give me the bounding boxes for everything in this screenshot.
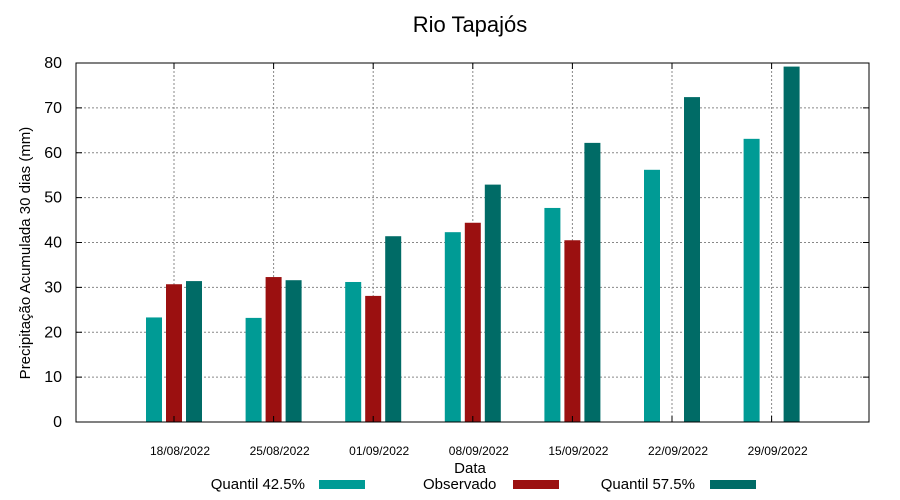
legend-label: Quantil 42.5% [211,476,305,493]
bar-quantil-57-5--08-09-2022 [484,184,501,422]
x-axis-label: Data [454,460,486,477]
bar-quantil-57-5--01-09-2022 [385,236,402,422]
legend-label: Observado [423,476,496,493]
bar-observado-08-09-2022 [464,222,481,422]
bar-quantil-42-5--25-08-2022 [245,317,262,422]
x-tick-label: 25/08/2022 [250,444,310,458]
x-tick-label: 18/08/2022 [150,444,210,458]
y-tick-label: 0 [53,414,62,431]
x-tick-label: 22/09/2022 [648,444,708,458]
bar-quantil-57-5--29-09-2022 [783,66,800,422]
bar-quantil-42-5--22-09-2022 [644,169,660,422]
y-tick-label: 30 [44,279,62,296]
y-tick-label: 10 [44,369,62,386]
x-tick-label: 01/09/2022 [349,444,409,458]
bar-quantil-42-5--01-09-2022 [345,281,362,422]
bar-quantil-57-5--15-09-2022 [584,142,601,422]
bar-quantil-57-5--22-09-2022 [684,97,700,422]
legend: Quantil 42.5% Observado Quantil 57.5% [211,476,756,493]
chart-title: Rio Tapajós [413,12,528,37]
bar-observado-18-08-2022 [166,284,182,422]
y-tick-label: 80 [44,55,62,72]
y-tick-label: 70 [44,100,62,117]
bar-quantil-42-5--08-09-2022 [444,232,461,422]
bars [146,66,800,422]
legend-swatch [319,480,365,489]
bar-quantil-42-5--18-08-2022 [146,317,162,422]
y-tick-label: 40 [44,235,62,252]
legend-swatch [710,480,756,489]
y-tick-label: 50 [44,190,62,207]
axis-ticks: 0 10 20 30 40 50 60 70 80 18/08/2022 25/08/2022 01/… [44,55,869,458]
x-tick-label: 15/09/2022 [548,444,608,458]
bar-quantil-42-5--29-09-2022 [743,138,760,422]
bar-observado-01-09-2022 [365,295,382,422]
bar-quantil-57-5--25-08-2022 [285,280,302,422]
bar-quantil-42-5--15-09-2022 [544,207,561,422]
x-tick-label: 29/09/2022 [748,444,808,458]
y-tick-label: 20 [44,324,62,341]
y-tick-label: 60 [44,145,62,162]
x-tick-label: 08/09/2022 [449,444,509,458]
y-axis-label: Precipitação Acumulada 30 dias (mm) [17,127,34,380]
bar-observado-25-08-2022 [265,277,282,422]
legend-swatch [513,480,559,489]
legend-label: Quantil 57.5% [601,476,695,493]
bar-observado-15-09-2022 [564,240,581,422]
bar-quantil-57-5--18-08-2022 [186,281,202,422]
